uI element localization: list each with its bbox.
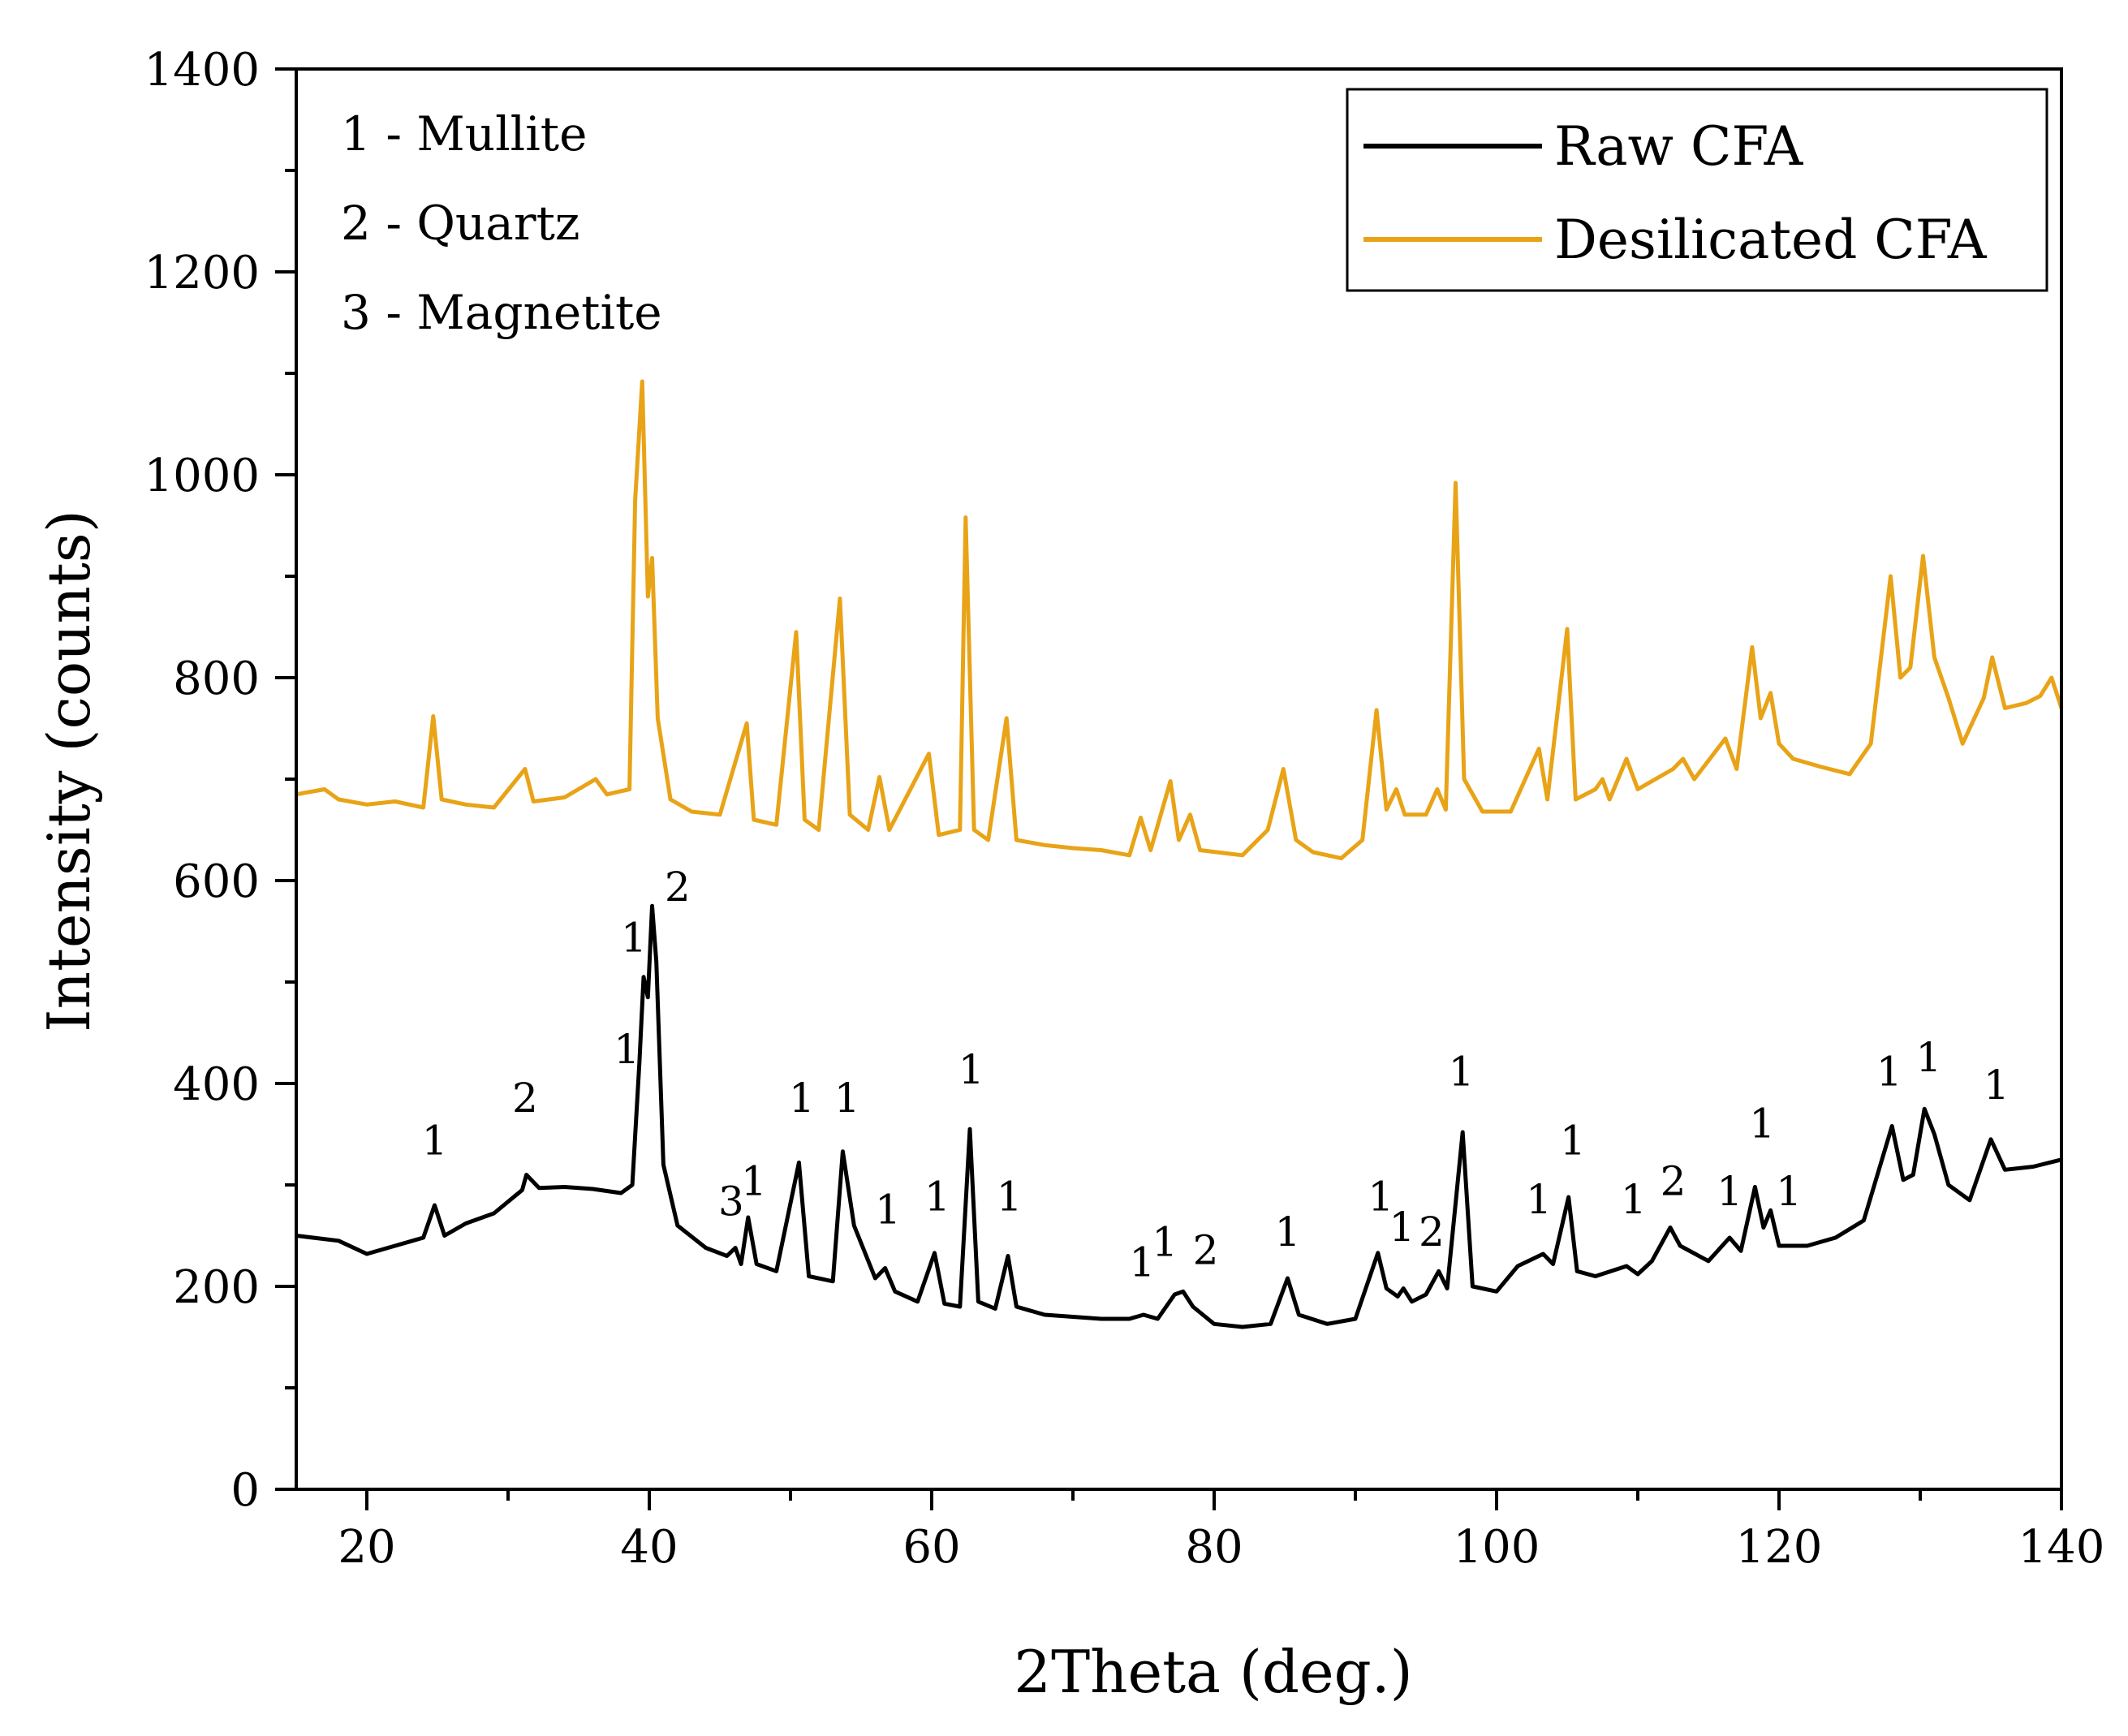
y-tick-label: 1200 (144, 247, 260, 299)
peak-label: 1 (1876, 1049, 1902, 1096)
peak-label: 1 (1389, 1204, 1415, 1251)
y-tick-label: 1400 (144, 44, 260, 97)
peak-label: 1 (1560, 1118, 1586, 1165)
peak-label: 2 (512, 1075, 538, 1122)
peak-label: 2 (1419, 1208, 1445, 1256)
x-axis-ticks: 20 40 60 80 100 120 140 (338, 1489, 2104, 1574)
peak-label: 1 (1368, 1173, 1394, 1220)
series-line-desilicated-cfa (295, 379, 2064, 860)
peak-label: 1 (958, 1046, 984, 1093)
x-tick-label: 60 (902, 1521, 960, 1574)
x-tick-label: 100 (1454, 1521, 1540, 1574)
peak-label: 2 (665, 864, 691, 911)
peak-label: 1 (614, 1026, 640, 1073)
y-tick-label: 600 (173, 855, 260, 908)
x-axis-title: 2Theta (deg.) (1014, 1638, 1412, 1706)
legend-label-desilicated: Desilicated CFA (1554, 209, 1988, 271)
peak-label: 1 (875, 1187, 901, 1234)
series-line-raw-cfa (295, 903, 2062, 1329)
y-tick-label: 400 (173, 1058, 260, 1111)
phase-key-item: 3 - Magnetite (341, 285, 662, 340)
x-tick-label: 80 (1185, 1521, 1243, 1574)
peak-label: 1 (1984, 1062, 2010, 1109)
peak-label: 1 (741, 1158, 767, 1205)
y-tick-label: 0 (230, 1464, 260, 1517)
peak-label: 1 (924, 1173, 950, 1220)
peak-label: 1 (1152, 1219, 1178, 1266)
peak-label: 1 (789, 1075, 815, 1122)
peak-label: 1 (1129, 1239, 1155, 1286)
legend: Raw CFA Desilicated CFA (1346, 88, 2048, 292)
peak-label: 1 (1621, 1176, 1647, 1223)
peak-label: 1 (1776, 1168, 1802, 1215)
x-tick-label: 20 (338, 1521, 395, 1574)
phase-key-item: 1 - Mullite (341, 106, 587, 162)
peak-label: 1 (1749, 1100, 1775, 1147)
peak-label: 2 (1661, 1158, 1686, 1205)
y-axis-ticks: 0 200 400 600 800 1000 1200 1400 (144, 44, 296, 1517)
x-tick-label: 40 (620, 1521, 678, 1574)
peak-label: 1 (834, 1075, 860, 1122)
peak-label: 1 (997, 1173, 1023, 1220)
y-axis-title: Intensity (counts) (35, 510, 103, 1032)
peak-label: 1 (1526, 1176, 1552, 1223)
peak-label: 1 (1449, 1049, 1475, 1096)
peak-label: 2 (1193, 1227, 1219, 1274)
peak-label: 3 (718, 1178, 744, 1226)
peak-label: 1 (1916, 1034, 1942, 1081)
y-tick-label: 200 (173, 1261, 260, 1314)
series-layer (295, 379, 2064, 1329)
x-tick-label: 120 (1736, 1521, 1823, 1574)
legend-box (1346, 88, 2048, 292)
peak-label: 1 (422, 1118, 448, 1165)
y-tick-label: 800 (173, 653, 260, 705)
peak-label: 1 (621, 915, 647, 962)
peak-label: 1 (1717, 1168, 1742, 1215)
phase-key-item: 2 - Quartz (341, 196, 579, 251)
peak-label: 1 (1275, 1208, 1301, 1256)
y-tick-label: 1000 (144, 450, 260, 502)
phase-key: 1 - Mullite 2 - Quartz 3 - Magnetite (341, 106, 662, 340)
x-tick-label: 140 (2018, 1521, 2105, 1574)
plot-area-frame (295, 67, 2063, 1491)
legend-label-raw: Raw CFA (1554, 115, 1804, 178)
